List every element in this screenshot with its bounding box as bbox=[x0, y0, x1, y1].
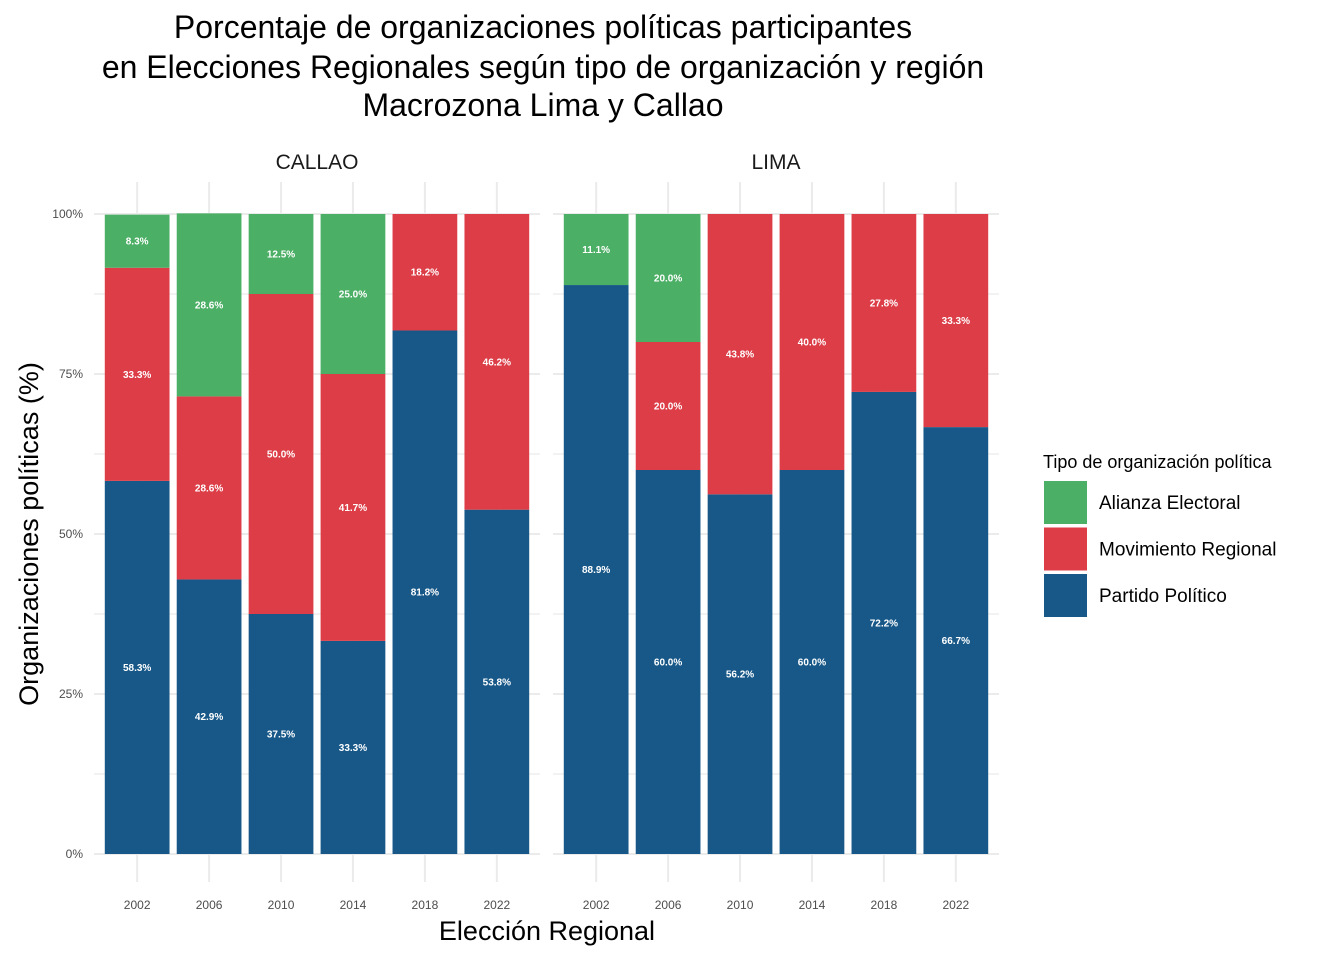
bar-value-label: 8.3% bbox=[126, 237, 149, 248]
bar-partido-pol-tico-2014 bbox=[320, 640, 386, 854]
chart-title: Porcentaje de organizaciones políticas p… bbox=[102, 9, 984, 123]
bar-partido-pol-tico-2010 bbox=[248, 614, 314, 854]
bar-alianza-electoral-2006 bbox=[635, 214, 701, 342]
bar-value-label: 60.0% bbox=[654, 658, 682, 669]
panel-callao: CALLAO 58.3% 33.3% 8.3% 42.9% 28.6% 28.6% 37.5%… bbox=[94, 151, 540, 912]
bar-value-label: 33.3% bbox=[339, 743, 367, 754]
bar-partido-pol-tico-2002 bbox=[563, 285, 629, 854]
strip-label: LIMA bbox=[751, 151, 800, 174]
bar-movimiento-regional-2018 bbox=[392, 214, 458, 331]
y-axis-title: Organizaciones políticas (%) bbox=[14, 362, 44, 706]
bar-partido-pol-tico-2022 bbox=[464, 509, 530, 854]
x-tick-label: 2002 bbox=[583, 898, 610, 912]
x-tick-label: 2006 bbox=[196, 898, 223, 912]
y-tick-label: 0% bbox=[66, 847, 84, 861]
bar-partido-pol-tico-2002 bbox=[104, 480, 170, 854]
bar-movimiento-regional-2018 bbox=[851, 214, 917, 392]
x-tick-label: 2010 bbox=[727, 898, 754, 912]
chart-title-line-1: Porcentaje de organizaciones políticas p… bbox=[174, 9, 912, 45]
bar-movimiento-regional-2014 bbox=[320, 374, 386, 641]
y-axis: 0% 25% 50% 75% 100% bbox=[52, 207, 83, 861]
bar-value-label: 40.0% bbox=[798, 338, 826, 349]
bar-value-label: 27.8% bbox=[870, 298, 898, 309]
bar-partido-pol-tico-2014 bbox=[779, 470, 845, 854]
bar-value-label: 37.5% bbox=[267, 730, 295, 741]
bar-partido-pol-tico-2022 bbox=[923, 427, 989, 854]
x-tick-label: 2022 bbox=[483, 898, 510, 912]
panel-lima: LIMA 88.9% 11.1% 60.0% 20.0% 20.0% 56.2% 43.8% 6… bbox=[553, 151, 999, 912]
bar-alianza-electoral-2006 bbox=[176, 213, 242, 397]
bar-movimiento-regional-2002 bbox=[104, 267, 170, 481]
legend-label: Movimiento Regional bbox=[1099, 540, 1276, 561]
bar-partido-pol-tico-2018 bbox=[392, 330, 458, 855]
x-tick-label: 2018 bbox=[412, 898, 439, 912]
chart-title-line-3: Macrozona Lima y Callao bbox=[362, 87, 723, 123]
bar-alianza-electoral-2014 bbox=[320, 214, 386, 374]
bar-movimiento-regional-2022 bbox=[464, 214, 530, 510]
facet-panels: CALLAO 58.3% 33.3% 8.3% 42.9% 28.6% 28.6% 37.5%… bbox=[94, 151, 999, 912]
bar-value-label: 66.7% bbox=[942, 636, 970, 647]
bar-movimiento-regional-2010 bbox=[248, 294, 314, 614]
bar-value-label: 11.1% bbox=[582, 245, 610, 256]
bar-value-label: 20.0% bbox=[654, 274, 682, 285]
bar-value-label: 58.3% bbox=[123, 663, 151, 674]
bar-movimiento-regional-2006 bbox=[635, 342, 701, 470]
bars: 88.9% 11.1% 60.0% 20.0% 20.0% 56.2% 43.8% 60.0%… bbox=[563, 214, 989, 854]
legend-title: Tipo de organización política bbox=[1043, 452, 1272, 472]
bar-value-label: 28.6% bbox=[195, 483, 223, 494]
x-tick-label: 2014 bbox=[799, 898, 826, 912]
bar-movimiento-regional-2006 bbox=[176, 396, 242, 580]
y-tick-label: 50% bbox=[59, 527, 83, 541]
bar-alianza-electoral-2002 bbox=[563, 214, 629, 286]
bar-value-label: 81.8% bbox=[411, 588, 439, 599]
x-tick-label: 2018 bbox=[871, 898, 898, 912]
x-tick-label: 2006 bbox=[655, 898, 682, 912]
bar-movimiento-regional-2010 bbox=[707, 214, 773, 495]
legend-label: Partido Político bbox=[1099, 586, 1227, 607]
x-tick-label: 2022 bbox=[942, 898, 969, 912]
bar-value-label: 33.3% bbox=[123, 370, 151, 381]
chart-title-line-2: en Elecciones Regionales según tipo de o… bbox=[102, 49, 984, 85]
bar-partido-pol-tico-2006 bbox=[176, 579, 242, 854]
bars: 58.3% 33.3% 8.3% 42.9% 28.6% 28.6% 37.5% 50.0% 1… bbox=[104, 213, 530, 855]
bar-value-label: 53.8% bbox=[483, 677, 511, 688]
bar-value-label: 72.2% bbox=[870, 618, 898, 629]
y-tick-label: 100% bbox=[52, 207, 83, 221]
bar-movimiento-regional-2022 bbox=[923, 214, 989, 428]
bar-alianza-electoral-2010 bbox=[248, 214, 314, 294]
legend-key bbox=[1044, 574, 1087, 617]
legend-label: Alianza Electoral bbox=[1099, 493, 1241, 514]
x-tick-label: 2014 bbox=[340, 898, 367, 912]
bar-value-label: 41.7% bbox=[339, 503, 367, 514]
bar-movimiento-regional-2014 bbox=[779, 214, 845, 470]
bar-value-label: 20.0% bbox=[654, 402, 682, 413]
y-tick-label: 25% bbox=[59, 687, 83, 701]
bar-value-label: 60.0% bbox=[798, 658, 826, 669]
bar-partido-pol-tico-2010 bbox=[707, 494, 773, 854]
legend-key bbox=[1044, 481, 1087, 524]
legend: Tipo de organización política Alianza El… bbox=[1043, 452, 1276, 617]
bar-value-label: 18.2% bbox=[411, 268, 439, 279]
x-tick-label: 2010 bbox=[268, 898, 295, 912]
bar-value-label: 12.5% bbox=[267, 250, 295, 261]
bar-partido-pol-tico-2018 bbox=[851, 391, 917, 854]
bar-value-label: 56.2% bbox=[726, 670, 754, 681]
bar-value-label: 50.0% bbox=[267, 450, 295, 461]
legend-key bbox=[1044, 527, 1087, 571]
bar-partido-pol-tico-2006 bbox=[635, 470, 701, 854]
x-tick-label: 2002 bbox=[124, 898, 151, 912]
bar-value-label: 43.8% bbox=[726, 350, 754, 361]
bar-value-label: 28.6% bbox=[195, 300, 223, 311]
bar-value-label: 46.2% bbox=[483, 357, 511, 368]
bar-alianza-electoral-2002 bbox=[104, 214, 170, 268]
bar-value-label: 88.9% bbox=[582, 565, 610, 576]
y-tick-label: 75% bbox=[59, 367, 83, 381]
bar-value-label: 33.3% bbox=[942, 316, 970, 327]
bar-value-label: 25.0% bbox=[339, 290, 367, 301]
x-axis-title: Elección Regional bbox=[439, 916, 655, 946]
strip-label: CALLAO bbox=[276, 151, 359, 174]
bar-value-label: 42.9% bbox=[195, 712, 223, 723]
